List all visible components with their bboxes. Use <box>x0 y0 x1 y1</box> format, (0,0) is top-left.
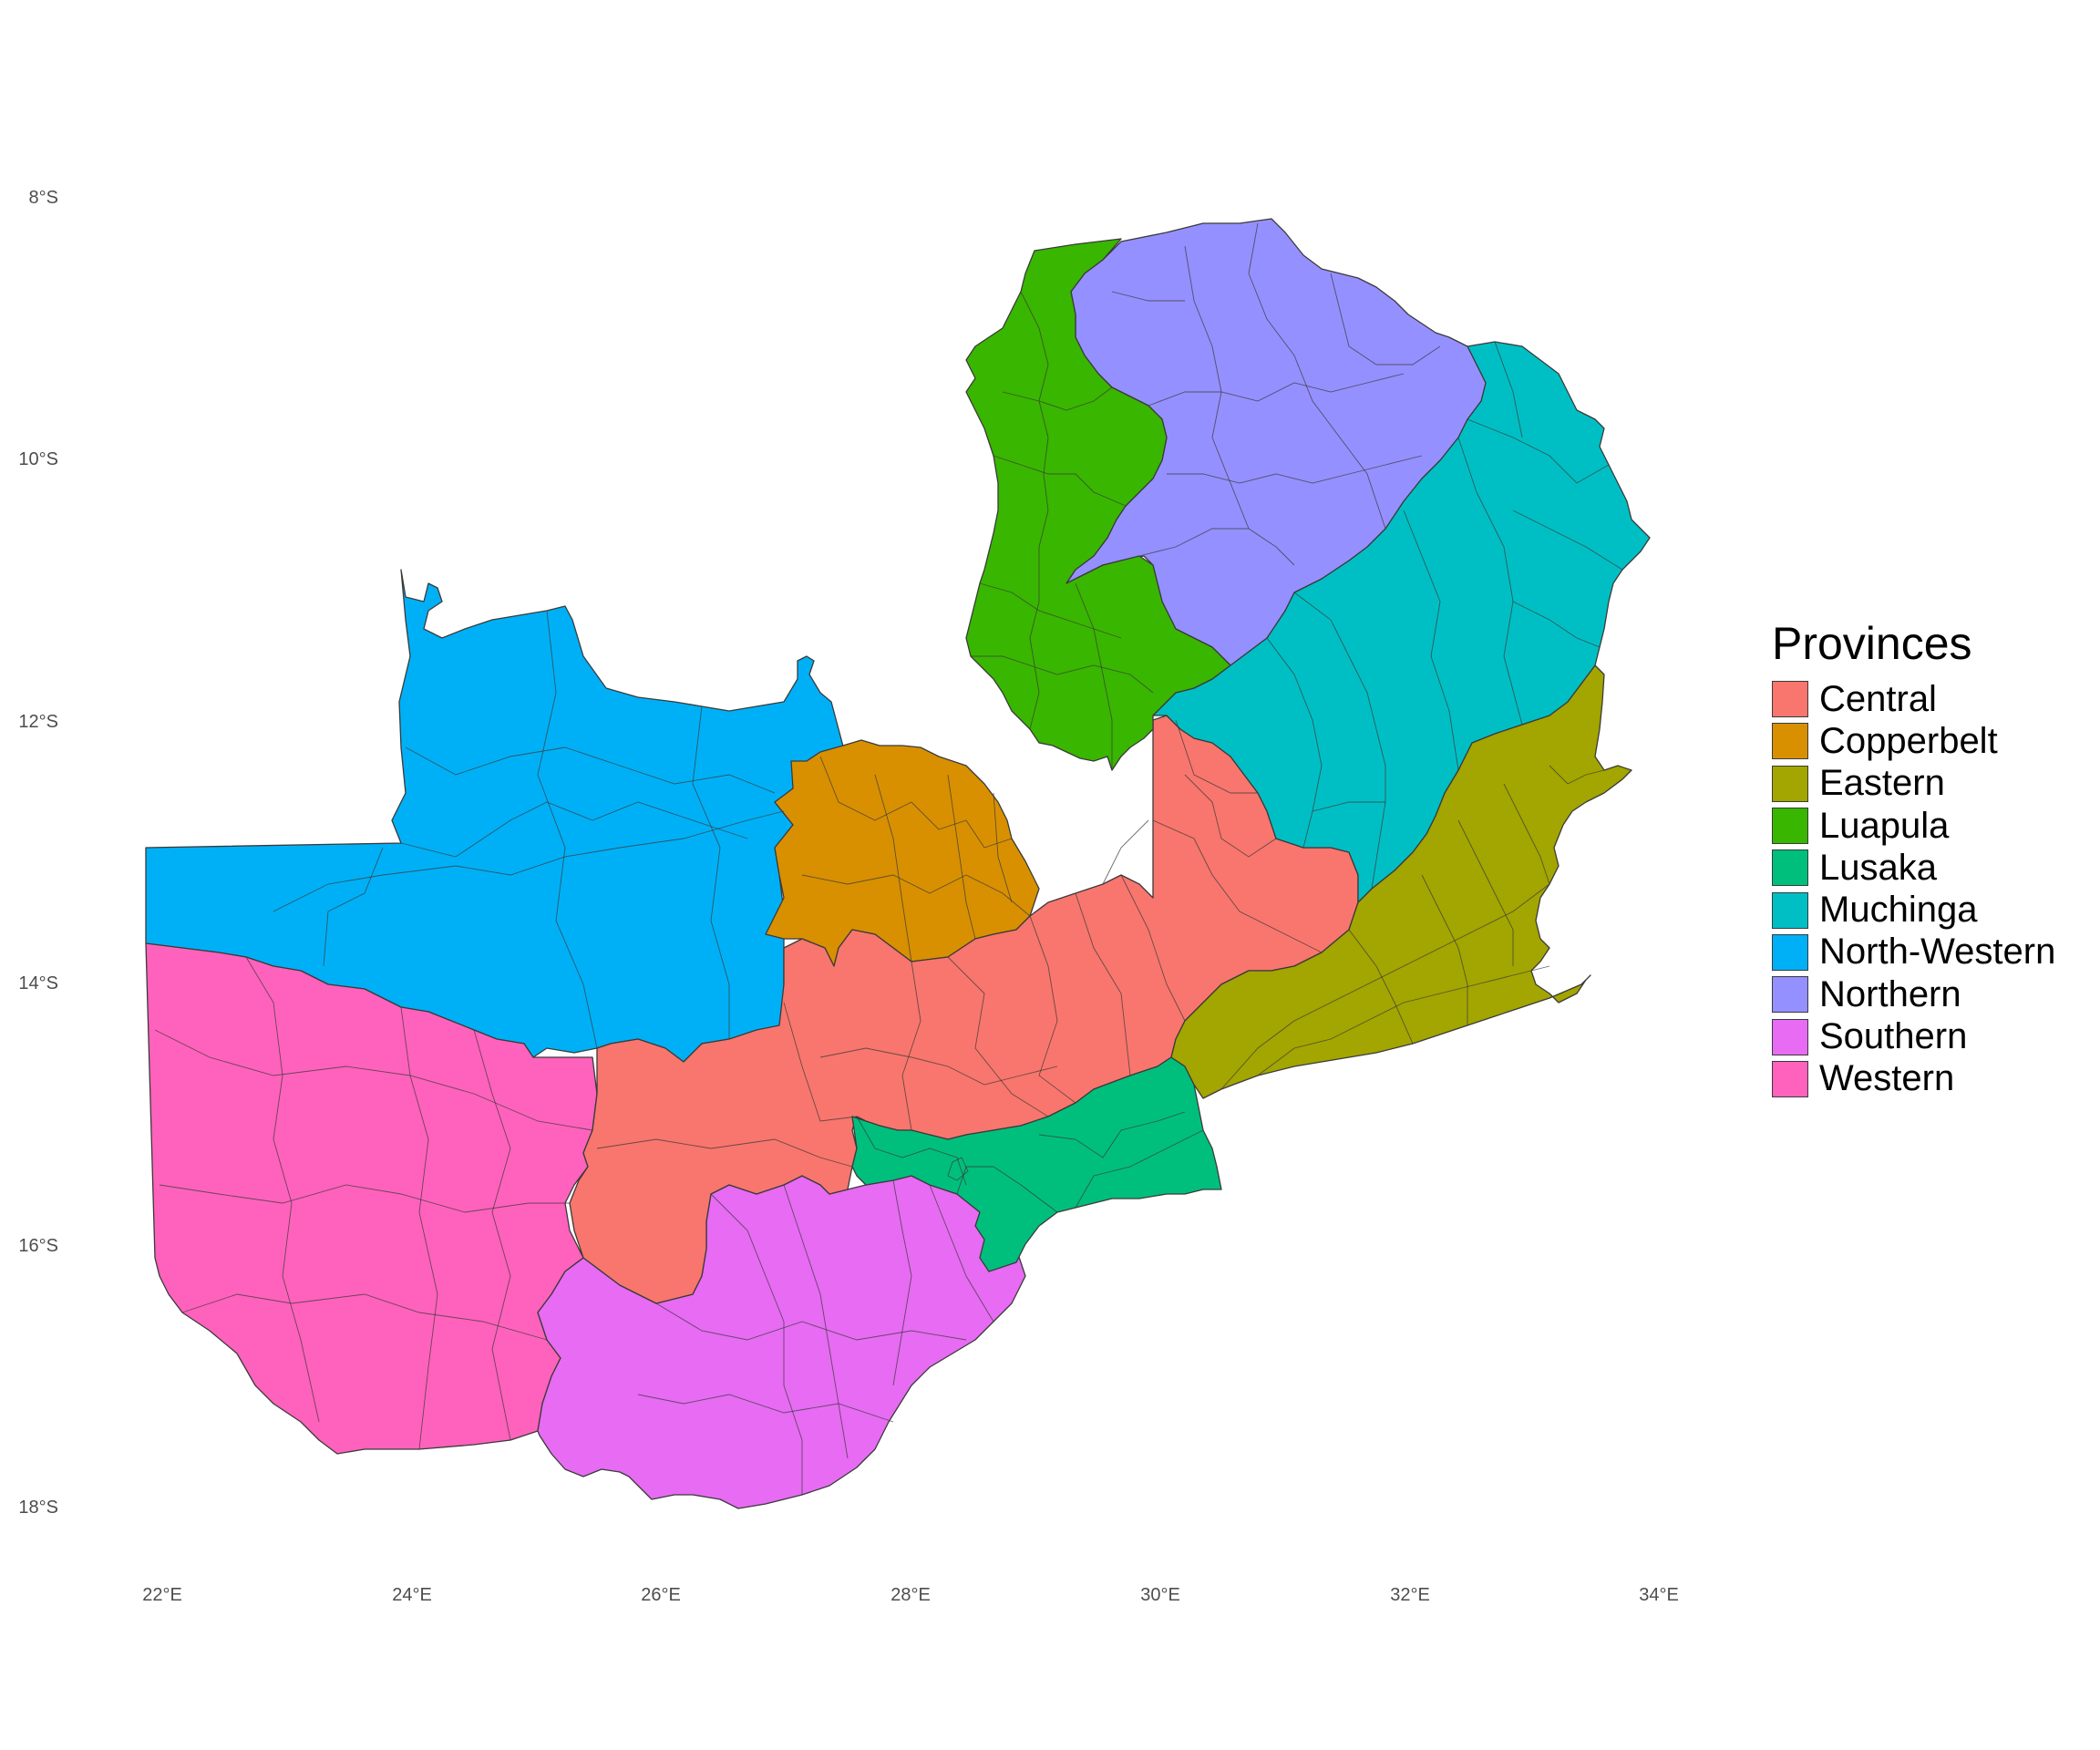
legend-item-north-western[interactable]: North-Western <box>1772 932 2095 973</box>
legend-items: Central Copperbelt Eastern Luapula Lusak… <box>1772 678 2095 1100</box>
y-tick-label: 10°S <box>18 449 58 469</box>
legend-label: Lusaka <box>1819 847 1937 888</box>
legend-item-eastern[interactable]: Eastern <box>1772 763 2095 805</box>
province-luapula[interactable] <box>965 238 1231 771</box>
legend-item-lusaka[interactable]: Lusaka <box>1772 847 2095 889</box>
x-tick-label: 22°E <box>142 1585 182 1605</box>
legend-label: Copperbelt <box>1819 720 1998 761</box>
legend-item-southern[interactable]: Southern <box>1772 1015 2095 1057</box>
x-tick-label: 26°E <box>641 1585 681 1605</box>
legend-label: Luapula <box>1819 805 1950 846</box>
legend-item-muchinga[interactable]: Muchinga <box>1772 889 2095 931</box>
x-axis-labels: 22°E 24°E 26°E 28°E 30°E 32°E 34°E <box>142 1585 1679 1605</box>
x-tick-label: 28°E <box>890 1585 931 1605</box>
legend-item-northern[interactable]: Northern <box>1772 973 2095 1015</box>
provinces <box>145 218 1651 1509</box>
legend-swatch <box>1772 1060 1808 1097</box>
y-tick-label: 16°S <box>18 1236 58 1256</box>
legend-label: Muchinga <box>1819 890 1978 931</box>
legend-label: Western <box>1819 1058 1955 1099</box>
x-tick-label: 24°E <box>392 1585 432 1605</box>
legend-swatch <box>1772 849 1808 887</box>
y-tick-label: 18°S <box>18 1498 58 1518</box>
legend-swatch <box>1772 808 1808 845</box>
y-tick-label: 8°S <box>29 188 58 208</box>
legend-item-central[interactable]: Central <box>1772 678 2095 720</box>
x-tick-label: 30°E <box>1140 1585 1180 1605</box>
legend-label: North-Western <box>1819 932 2056 973</box>
legend-swatch <box>1772 681 1808 718</box>
legend-label: Central <box>1819 678 1937 719</box>
legend-label: Eastern <box>1819 763 1945 804</box>
x-tick-label: 32°E <box>1390 1585 1430 1605</box>
legend-swatch <box>1772 976 1808 1014</box>
legend-title: Provinces <box>1772 618 1972 669</box>
legend-swatch <box>1772 933 1808 971</box>
legend-item-western[interactable]: Western <box>1772 1058 2095 1100</box>
x-tick-label: 34°E <box>1639 1585 1679 1605</box>
legend-label: Northern <box>1819 973 1961 1014</box>
legend: Provinces Central Copperbelt Eastern Lua… <box>1772 618 2095 1100</box>
y-axis-labels: 8°S 10°S 12°S 14°S 16°S 18°S <box>18 188 58 1518</box>
legend-swatch <box>1772 765 1808 802</box>
legend-item-copperbelt[interactable]: Copperbelt <box>1772 720 2095 762</box>
district-boundaries <box>154 222 1623 1495</box>
y-tick-label: 12°S <box>18 712 58 732</box>
legend-swatch <box>1772 891 1808 929</box>
legend-swatch <box>1772 1018 1808 1055</box>
legend-label: Southern <box>1819 1016 1968 1057</box>
legend-swatch <box>1772 723 1808 760</box>
legend-item-luapula[interactable]: Luapula <box>1772 805 2095 847</box>
y-tick-label: 14°S <box>18 973 58 993</box>
